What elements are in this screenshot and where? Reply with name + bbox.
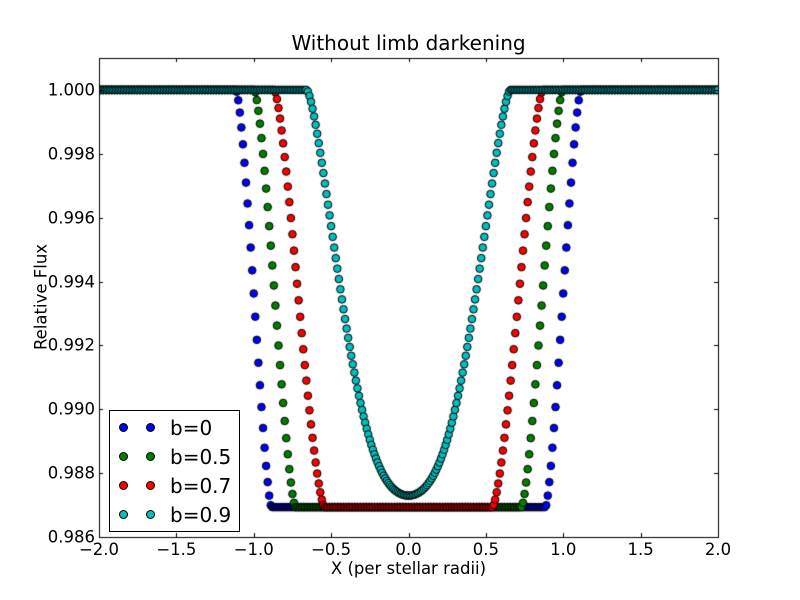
scatter-marker-icon — [119, 510, 128, 519]
legend-entry-b0.7: b=0.7 — [110, 472, 239, 500]
scatter-marker-icon — [146, 481, 155, 490]
legend-label: b=0.5 — [170, 444, 232, 469]
x-axis-label: X (per stellar radii) — [330, 559, 487, 578]
legend-entry-b0.9: b=0.9 — [110, 501, 239, 529]
scatter-marker-icon — [146, 423, 155, 432]
scatter-marker-icon — [146, 452, 155, 461]
legend-entry-b0.5: b=0.5 — [110, 443, 239, 471]
legend-label: b=0.9 — [170, 502, 232, 527]
scatter-marker-icon — [119, 481, 128, 490]
scatter-marker-icon — [146, 510, 155, 519]
legend: b=0 b=0.5 b=0.7 b=0.9 — [109, 410, 240, 532]
legend-label: b=0.7 — [170, 473, 232, 498]
legend-label: b=0 — [170, 415, 213, 440]
scatter-marker-icon — [119, 452, 128, 461]
legend-entry-b0: b=0 — [110, 414, 239, 442]
y-axis-label: Relative Flux — [31, 243, 51, 351]
chart-title: Without limb darkening — [291, 31, 526, 55]
scatter-marker-icon — [119, 423, 128, 432]
